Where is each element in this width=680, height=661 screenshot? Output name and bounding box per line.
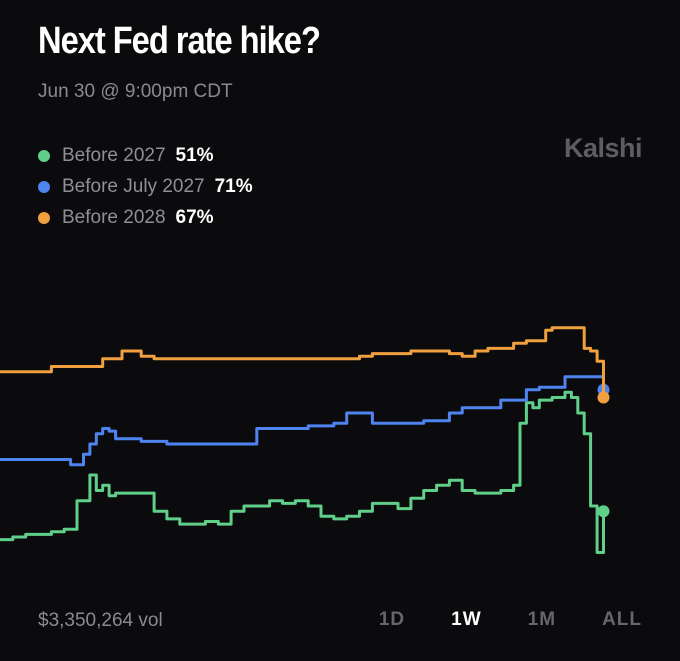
legend-value: 67%	[175, 206, 214, 228]
volume-label: $3,350,264 vol	[38, 610, 163, 631]
legend-item-before-july-2027[interactable]: Before July 2027 71%	[38, 171, 253, 202]
legend-label: Before 2027	[62, 144, 166, 166]
legend-item-before-2028[interactable]: Before 2028 67%	[38, 202, 253, 233]
timestamp: Jun 30 @ 9:00pm CDT	[38, 81, 233, 102]
legend-value: 51%	[175, 144, 214, 166]
range-button-all[interactable]: ALL	[602, 609, 642, 630]
series-line-before-2028	[0, 326, 605, 399]
series-line-before-2027	[0, 390, 605, 554]
series-dot-icon	[38, 211, 50, 224]
range-button-1w[interactable]: 1W	[451, 609, 482, 630]
series-line-before-july-2027	[0, 375, 605, 467]
range-button-1d[interactable]: 1D	[378, 609, 406, 630]
series-endpoint-before-2028	[597, 391, 610, 404]
series-endpoint-before-2027	[597, 505, 610, 518]
range-button-1m[interactable]: 1M	[527, 609, 557, 630]
legend-item-before-2027[interactable]: Before 2027 51%	[38, 140, 253, 171]
series-dot-icon	[38, 149, 50, 162]
legend-value: 71%	[214, 175, 253, 197]
page-title: Next Fed rate hike?	[38, 20, 321, 62]
line-chart[interactable]	[0, 250, 680, 580]
time-range-selector: 1D 1W 1M ALL	[333, 609, 642, 631]
kalshi-logo: Kalshi	[563, 133, 643, 163]
series-dot-icon	[38, 180, 50, 193]
legend-label: Before July 2027	[62, 175, 205, 197]
legend-label: Before 2028	[62, 206, 166, 228]
legend: Before 2027 51% Before July 2027 71% Bef…	[38, 140, 253, 233]
